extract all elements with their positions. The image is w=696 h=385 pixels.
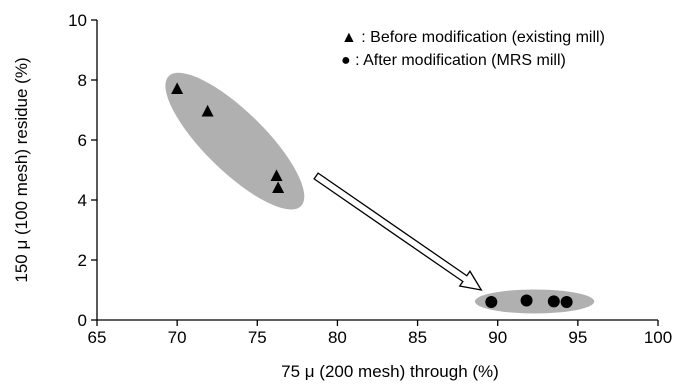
x-tick-label: 65 [88,328,107,347]
y-tick-label: 2 [78,251,87,270]
legend-entry: ▲ : Before modification (existing mill) [341,29,605,46]
axes: 65 70 75 80 85 90 95 100 0 2 4 6 8 10 [68,11,672,347]
cluster-ellipse [165,72,305,210]
x-tick-label: 100 [644,328,672,347]
legend: ▲ : Before modification (existing mill) ●… [341,29,605,69]
x-tick-label: 90 [488,328,507,347]
x-tick-label: 85 [408,328,427,347]
circle-marker [547,295,560,308]
triangle-marker [171,82,184,94]
arrow-shape [313,172,483,291]
y-tick-label: 4 [78,191,87,210]
triangle-marker [201,104,214,117]
cluster-highlights [165,72,595,314]
trend-arrow [313,172,483,291]
circle-marker [560,296,573,308]
x-tick-label: 70 [168,328,187,347]
y-tick-label: 8 [78,71,87,90]
x-tick-label: 95 [568,328,587,347]
triangle-marker [270,169,283,181]
legend-entry: ● : After modification (MRS mill) [341,52,566,69]
x-tick-label: 75 [248,328,267,347]
data-points [171,82,573,308]
y-tick-label: 6 [78,131,87,150]
x-tick-label: 80 [328,328,347,347]
circle-marker [485,296,498,308]
x-axis-label: 75 μ (200 mesh) through (%) [281,362,499,381]
y-tick-label: 0 [78,311,87,330]
triangle-marker [272,181,285,193]
y-tick-label: 10 [68,11,87,30]
y-axis-label: 150 μ (100 mesh) residue (%) [12,57,31,282]
circle-marker [520,294,533,307]
